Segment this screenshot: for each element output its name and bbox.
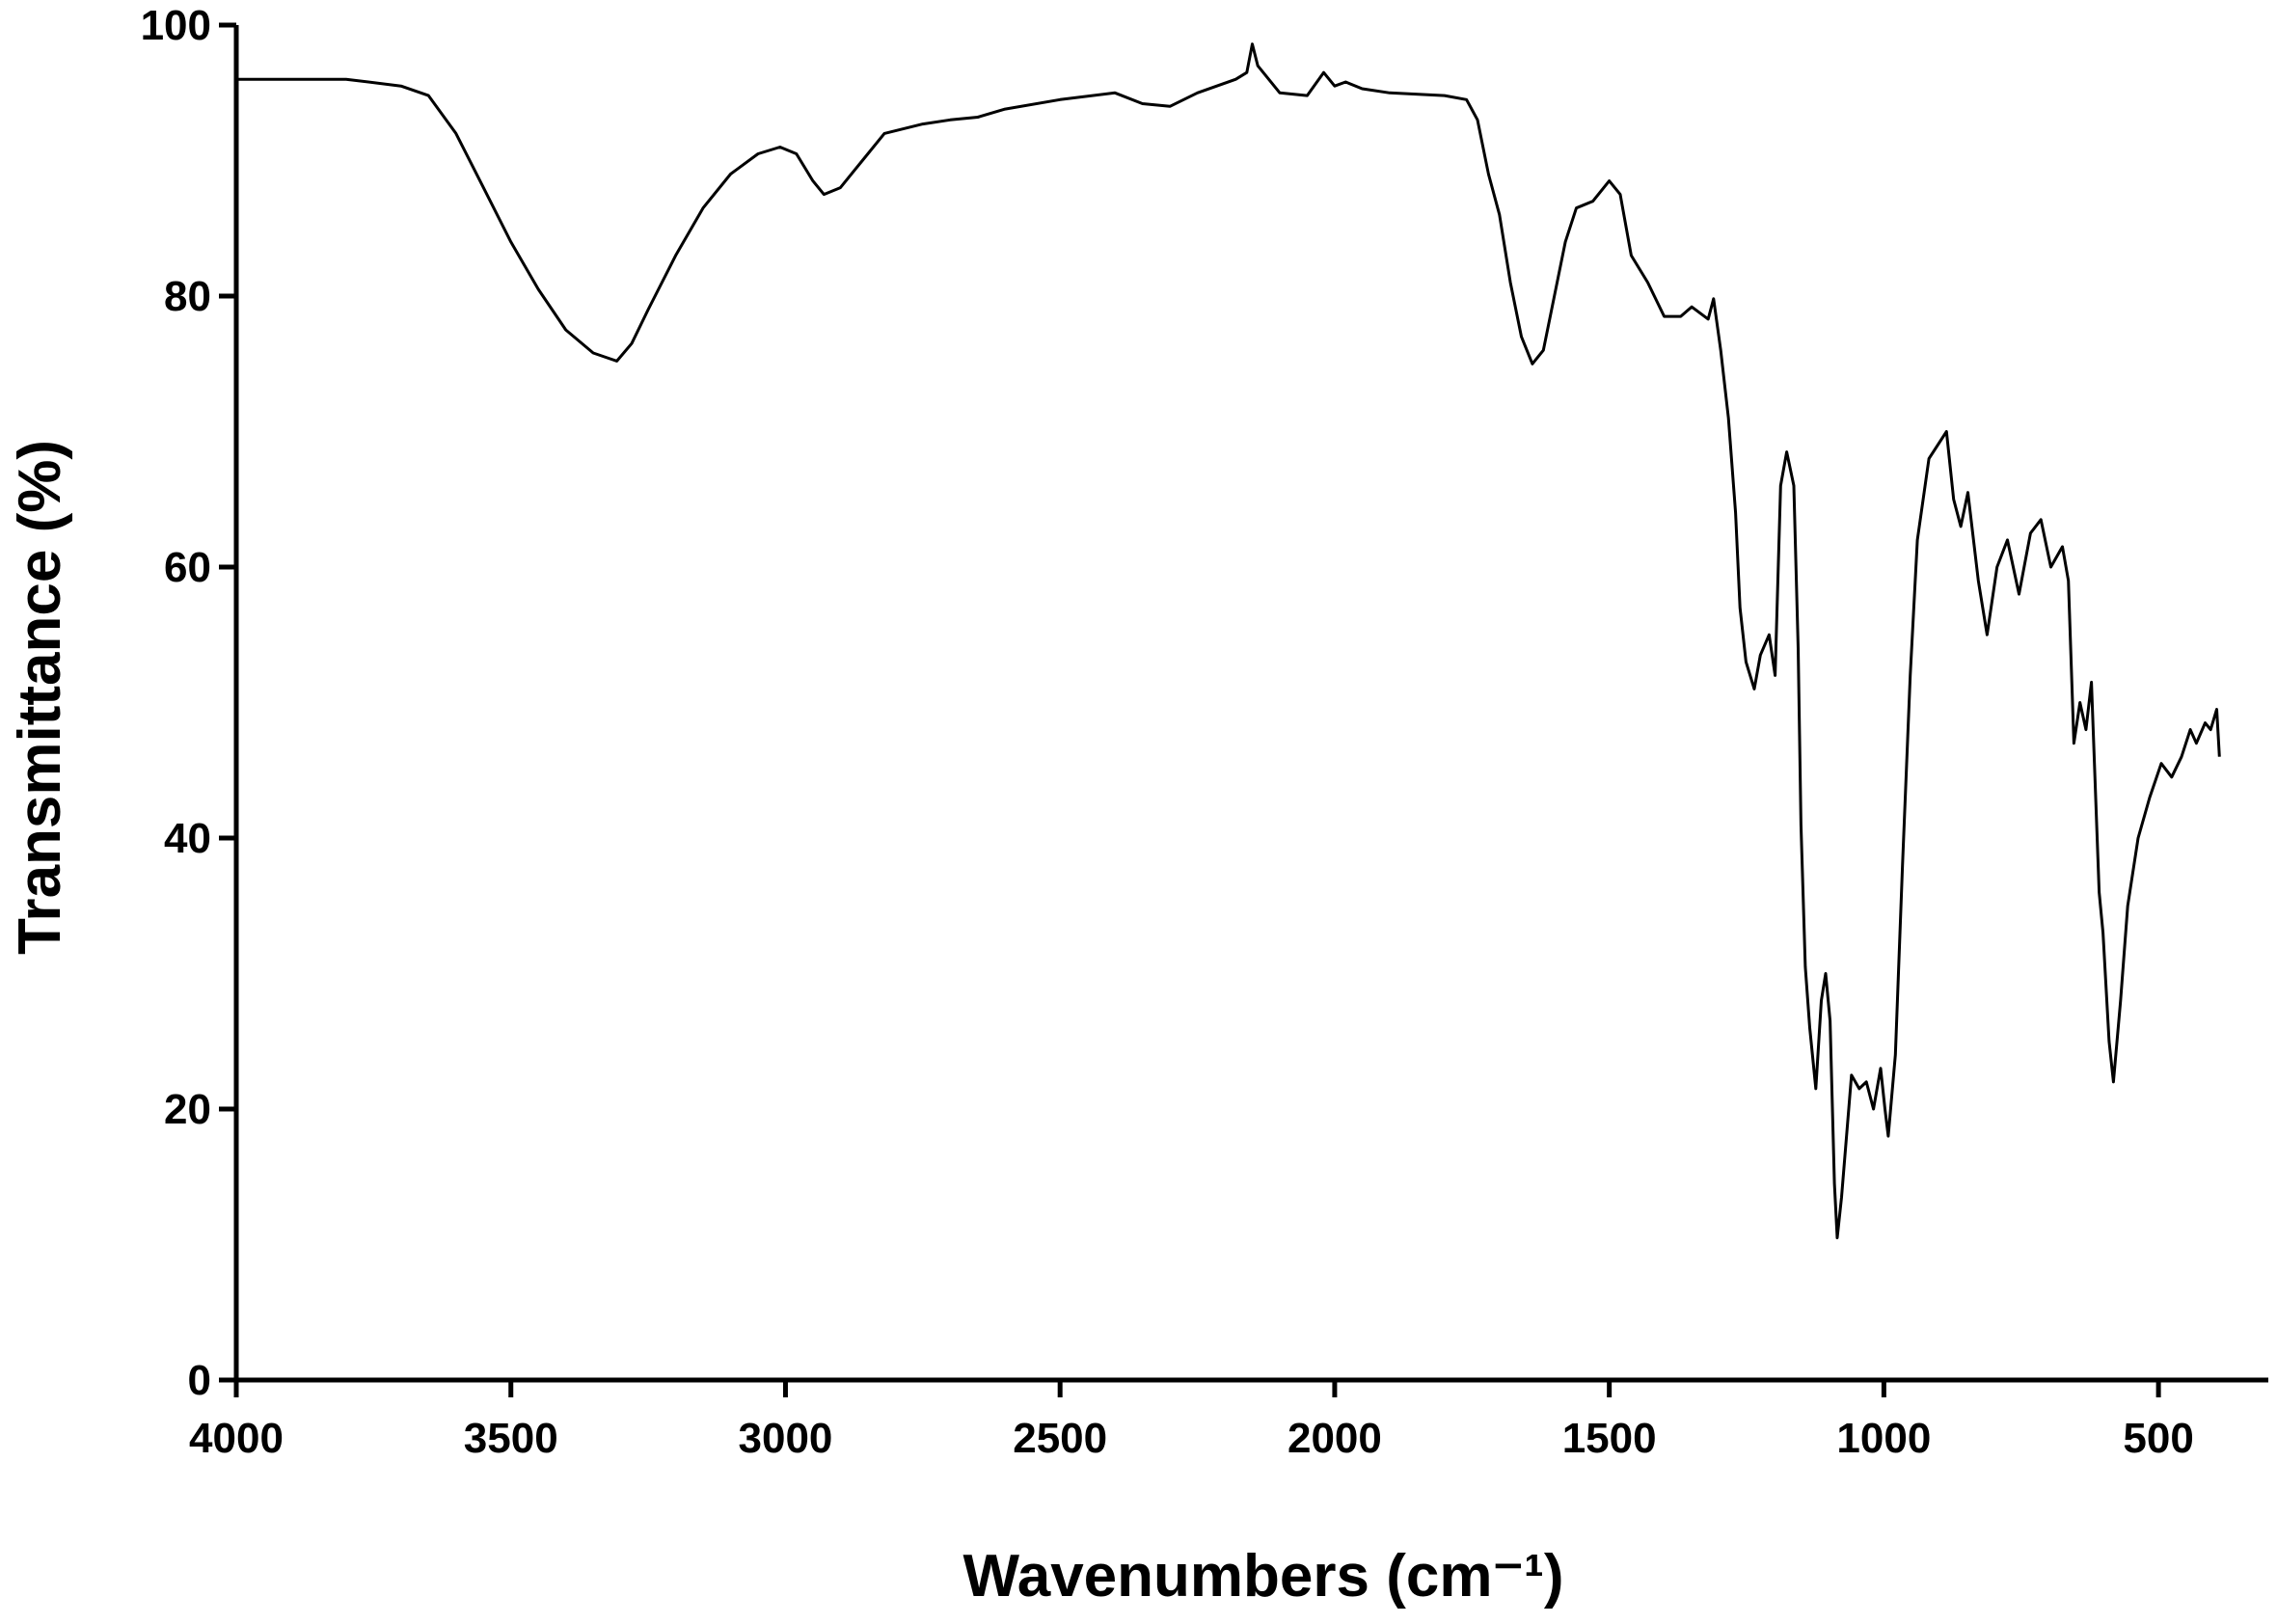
y-axis-title: Transmittance (%): [7, 440, 73, 955]
x-tick-label: 1500: [1562, 1415, 1657, 1462]
x-tick-label: 2000: [1288, 1415, 1382, 1462]
x-axis-title: Wavenumbers (cm⁻¹): [963, 1543, 1564, 1610]
x-tick-label: 3500: [464, 1415, 558, 1462]
y-tick-label: 0: [188, 1357, 211, 1404]
y-tick-label: 20: [164, 1086, 211, 1133]
y-tick-label: 40: [164, 815, 211, 862]
y-tick-label: 60: [164, 544, 211, 591]
x-tick-label: 4000: [189, 1415, 284, 1462]
y-tick-label: 100: [141, 2, 211, 49]
x-tick-label: 2500: [1013, 1415, 1107, 1462]
spectrum-line: [236, 42, 2221, 1239]
x-tick-label: 1000: [1836, 1415, 1931, 1462]
x-tick-label: 3000: [739, 1415, 833, 1462]
y-tick-label: 80: [164, 273, 211, 320]
x-tick-label: 500: [2123, 1415, 2193, 1462]
